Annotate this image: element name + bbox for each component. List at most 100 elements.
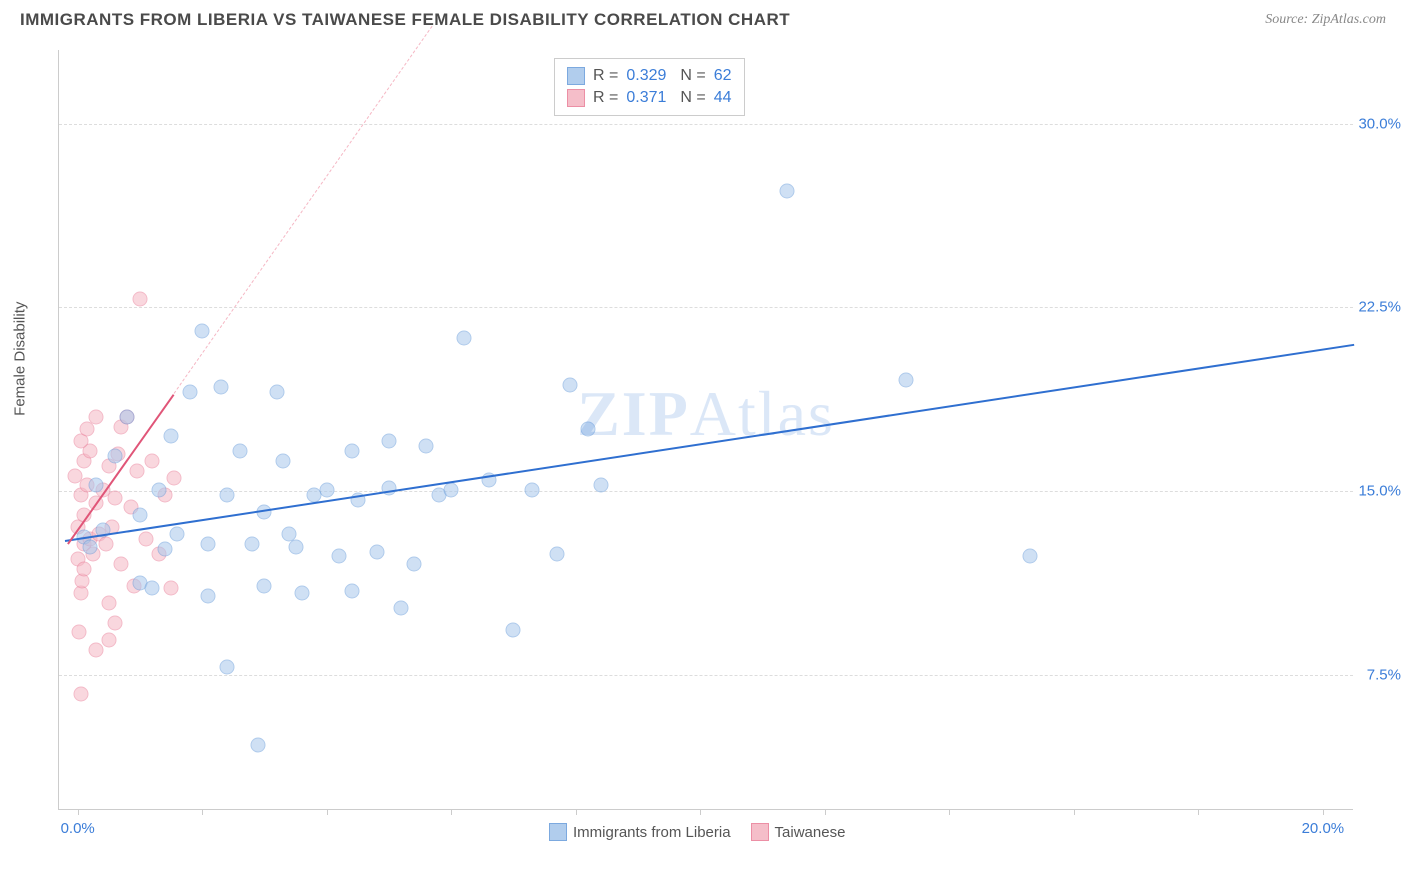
data-point	[101, 596, 116, 611]
data-point	[257, 578, 272, 593]
data-point	[344, 444, 359, 459]
data-point	[71, 625, 86, 640]
x-tick	[202, 809, 203, 815]
gridline	[59, 307, 1353, 308]
data-point	[406, 556, 421, 571]
data-point	[164, 429, 179, 444]
data-point	[213, 380, 228, 395]
trend-extension	[174, 26, 433, 394]
data-point	[369, 544, 384, 559]
legend-label-pink: Taiwanese	[775, 824, 846, 841]
data-point	[170, 527, 185, 542]
data-point	[344, 583, 359, 598]
chart-container: Female Disability ZIPAtlas R = 0.329 N =…	[50, 45, 1390, 860]
y-tick-label: 15.0%	[1358, 483, 1401, 500]
data-point	[145, 581, 160, 596]
gridline	[59, 124, 1353, 125]
data-point	[201, 588, 216, 603]
data-point	[89, 409, 104, 424]
data-point	[201, 537, 216, 552]
data-point	[108, 490, 123, 505]
data-point	[145, 453, 160, 468]
data-point	[157, 542, 172, 557]
data-point	[108, 615, 123, 630]
data-point	[898, 372, 913, 387]
data-point	[294, 586, 309, 601]
data-point	[780, 184, 795, 199]
legend-r-label-pink: R =	[593, 89, 618, 107]
data-point	[251, 738, 266, 753]
x-tick	[327, 809, 328, 815]
data-point	[232, 444, 247, 459]
data-point	[195, 323, 210, 338]
y-tick-label: 7.5%	[1367, 667, 1401, 684]
legend-swatch-blue-2	[549, 823, 567, 841]
x-tick-label: 20.0%	[1302, 820, 1345, 837]
data-point	[80, 422, 95, 437]
data-point	[276, 453, 291, 468]
legend-r-value-blue: 0.329	[626, 67, 666, 85]
gridline	[59, 491, 1353, 492]
x-tick	[78, 809, 79, 815]
legend-row-pink: R = 0.371 N = 44	[567, 87, 732, 109]
x-tick	[1074, 809, 1075, 815]
gridline	[59, 675, 1353, 676]
data-point	[550, 547, 565, 562]
x-tick	[949, 809, 950, 815]
legend-r-value-pink: 0.371	[626, 89, 666, 107]
data-point	[593, 478, 608, 493]
chart-source: Source: ZipAtlas.com	[1265, 12, 1386, 28]
data-point	[73, 686, 88, 701]
x-tick	[825, 809, 826, 815]
watermark: ZIPAtlas	[577, 377, 835, 451]
data-point	[98, 537, 113, 552]
data-point	[120, 409, 135, 424]
data-point	[132, 292, 147, 307]
legend-swatch-pink	[567, 89, 585, 107]
legend-swatch-pink-2	[751, 823, 769, 841]
data-point	[220, 659, 235, 674]
legend-swatch-blue	[567, 67, 585, 85]
data-point	[562, 377, 577, 392]
data-point	[167, 471, 182, 486]
chart-header: IMMIGRANTS FROM LIBERIA VS TAIWANESE FEM…	[0, 0, 1406, 30]
data-point	[164, 581, 179, 596]
data-point	[581, 422, 596, 437]
data-point	[394, 600, 409, 615]
data-point	[332, 549, 347, 564]
legend-n-value-blue: 62	[714, 67, 732, 85]
legend-n-value-pink: 44	[714, 89, 732, 107]
data-point	[89, 478, 104, 493]
y-axis-label: Female Disability	[12, 301, 29, 415]
legend-r-label-blue: R =	[593, 67, 618, 85]
x-tick	[700, 809, 701, 815]
plot-area: ZIPAtlas R = 0.329 N = 62 R = 0.371 N = …	[58, 50, 1353, 810]
trend-line	[65, 344, 1354, 542]
data-point	[108, 448, 123, 463]
data-point	[245, 537, 260, 552]
x-tick	[451, 809, 452, 815]
data-point	[114, 556, 129, 571]
data-point	[220, 488, 235, 503]
data-point	[129, 463, 144, 478]
legend-n-label-pink: N =	[680, 89, 705, 107]
data-point	[182, 385, 197, 400]
data-point	[444, 483, 459, 498]
legend-item-pink: Taiwanese	[751, 823, 846, 841]
data-point	[269, 385, 284, 400]
data-point	[83, 539, 98, 554]
chart-title: IMMIGRANTS FROM LIBERIA VS TAIWANESE FEM…	[20, 10, 790, 30]
series-legend: Immigrants from Liberia Taiwanese	[549, 823, 845, 841]
x-tick	[576, 809, 577, 815]
data-point	[1023, 549, 1038, 564]
y-tick-label: 22.5%	[1358, 299, 1401, 316]
x-tick	[1323, 809, 1324, 815]
data-point	[288, 539, 303, 554]
legend-item-blue: Immigrants from Liberia	[549, 823, 731, 841]
x-tick	[1198, 809, 1199, 815]
data-point	[101, 632, 116, 647]
data-point	[139, 532, 154, 547]
data-point	[132, 507, 147, 522]
data-point	[381, 434, 396, 449]
data-point	[506, 623, 521, 638]
